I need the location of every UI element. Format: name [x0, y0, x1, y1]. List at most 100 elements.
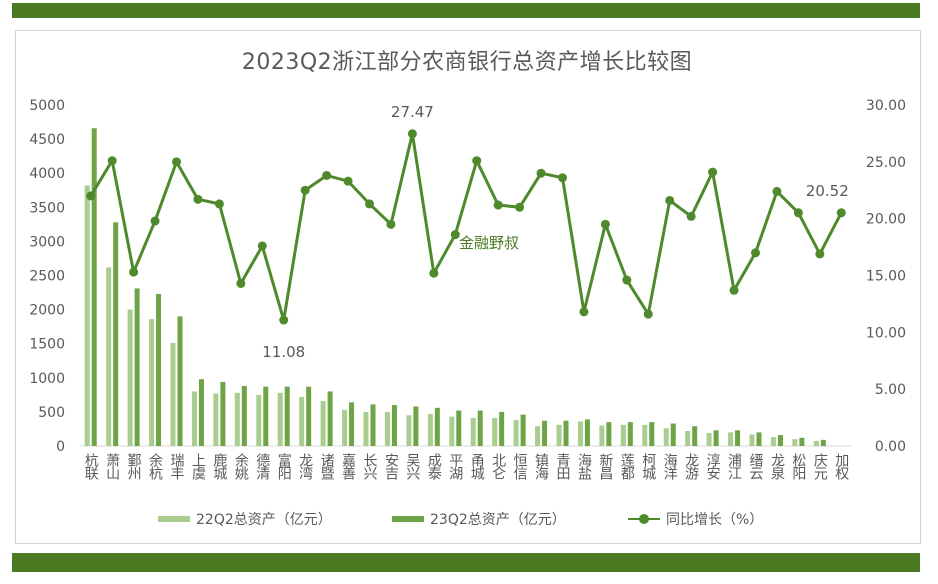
- bar-23q2: [113, 222, 119, 446]
- x-tick-label: 淳安: [705, 452, 721, 480]
- growth-point: [686, 211, 696, 221]
- watermark-text: 金融野叔: [459, 234, 520, 252]
- legend-label-23q2: 23Q2总资产（亿元）: [430, 512, 566, 528]
- growth-line: [89, 132, 843, 322]
- growth-point: [129, 267, 139, 277]
- y-left-tick-label: 3000: [29, 234, 65, 250]
- growth-point: [107, 156, 117, 166]
- bar-22q2: [170, 343, 176, 446]
- growth-point: [279, 315, 289, 325]
- bar-23q2: [134, 288, 140, 446]
- growth-point: [300, 185, 310, 195]
- bar-23q2: [177, 316, 183, 446]
- bar-22q2: [749, 434, 755, 446]
- bar-22q2: [599, 425, 605, 446]
- y-right-tick-label: 0.00: [875, 439, 906, 455]
- growth-point: [558, 173, 567, 183]
- growth-point: [429, 268, 439, 278]
- x-tick-label: 海洋: [662, 453, 678, 480]
- x-tick-label: 嘉善: [340, 453, 356, 480]
- bar-23q2: [820, 439, 826, 446]
- y-right-tick-label: 20.00: [866, 212, 906, 228]
- growth-point: [386, 219, 396, 229]
- bar-23q2: [477, 410, 483, 446]
- top-banner: [12, 3, 920, 18]
- legend-item-growth: 同比增长（%）: [628, 509, 763, 529]
- bar-22q2: [234, 392, 240, 446]
- y-right-tick-label: 30.00: [866, 98, 906, 114]
- y-left-tick-label: 4500: [29, 132, 65, 148]
- bottom-banner: [12, 553, 920, 572]
- growth-point: [751, 248, 760, 258]
- x-tick-label: 松阳: [790, 453, 806, 480]
- x-tick-label: 萧山: [104, 453, 120, 480]
- bar-22q2: [149, 319, 155, 446]
- growth-point: [708, 167, 718, 177]
- bar-22q2: [342, 409, 348, 446]
- bar-23q2: [542, 420, 548, 446]
- y-right-tick-label: 10.00: [866, 325, 906, 341]
- bar-22q2: [384, 411, 390, 446]
- bar-23q2: [563, 420, 569, 446]
- bar-23q2: [606, 422, 612, 446]
- data-label: 11.08: [262, 343, 305, 361]
- bar-22q2: [620, 424, 626, 446]
- x-tick-label: 新昌: [597, 453, 613, 480]
- x-tick-label: 龙泉: [769, 453, 785, 480]
- x-tick-label: 龙湾: [297, 453, 313, 480]
- bar-22q2: [492, 418, 498, 446]
- growth-point: [322, 170, 332, 180]
- bar-23q2: [370, 404, 376, 446]
- growth-point: [772, 186, 782, 196]
- bar-23q2: [520, 414, 526, 446]
- x-tick-label: 恒信: [512, 453, 528, 480]
- bar-22q2: [813, 440, 819, 446]
- x-tick-label: 海盐: [576, 453, 592, 479]
- legend-swatch-22q2: [158, 516, 190, 522]
- bar-22q2: [320, 400, 326, 446]
- x-tick-label: 缙云: [748, 453, 764, 480]
- bar-22q2: [728, 432, 734, 446]
- bar-22q2: [685, 430, 691, 446]
- bar-23q2: [692, 426, 698, 446]
- growth-point: [622, 275, 632, 285]
- chart-legend: 22Q2总资产（亿元） 23Q2总资产（亿元） 同比增长（%）: [0, 509, 938, 531]
- growth-point: [536, 168, 546, 178]
- bar-22q2: [427, 413, 433, 446]
- bar-22q2: [535, 426, 541, 446]
- growth-point: [579, 307, 589, 317]
- bar-22q2: [470, 418, 476, 446]
- y-right-tick-label: 15.00: [866, 269, 906, 285]
- data-label: 20.52: [806, 182, 849, 200]
- bar-22q2: [770, 437, 776, 446]
- y-left-tick-label: 500: [38, 405, 65, 421]
- bar-22q2: [663, 428, 669, 446]
- bar-23q2: [284, 386, 290, 446]
- x-tick-label: 杭联: [83, 453, 99, 481]
- legend-label-22q2: 22Q2总资产（亿元）: [196, 512, 332, 528]
- x-tick-label: 德清: [254, 453, 270, 480]
- chart-frame: [15, 30, 921, 544]
- bar-22q2: [277, 392, 283, 446]
- x-tick-label: 富阳: [276, 452, 292, 480]
- x-tick-label: 甬城: [469, 453, 485, 481]
- x-tick-label: 青田: [555, 453, 571, 480]
- y-left-tick-label: 4000: [29, 166, 65, 182]
- bar-23q2: [584, 419, 590, 446]
- bar-23q2: [220, 381, 226, 446]
- x-tick-label: 镇海: [533, 453, 549, 480]
- growth-point: [343, 176, 353, 186]
- y-right-tick-label: 25.00: [866, 155, 906, 171]
- bar-23q2: [327, 391, 333, 446]
- y-left-tick-label: 0: [56, 439, 65, 455]
- growth-point: [493, 200, 503, 210]
- x-tick-label: 龙游: [683, 453, 699, 481]
- legend-swatch-growth: [628, 514, 660, 524]
- x-tick-label: 柯城: [640, 453, 656, 481]
- x-tick-label: 长兴: [362, 453, 378, 480]
- growth-point: [172, 157, 181, 167]
- x-tick-label: 鹿城: [211, 452, 227, 481]
- bar-23q2: [735, 430, 741, 446]
- growth-point: [214, 199, 224, 209]
